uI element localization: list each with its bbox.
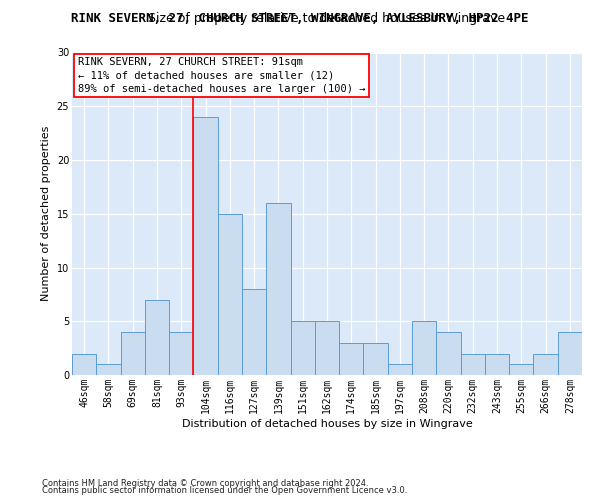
- Text: RINK SEVERN, 27 CHURCH STREET: 91sqm
← 11% of detached houses are smaller (12)
8: RINK SEVERN, 27 CHURCH STREET: 91sqm ← 1…: [78, 58, 365, 94]
- Bar: [388, 364, 412, 375]
- X-axis label: Distribution of detached houses by size in Wingrave: Distribution of detached houses by size …: [182, 418, 472, 428]
- Bar: [72, 354, 96, 375]
- Text: RINK SEVERN, 27, CHURCH STREET, WINGRAVE, AYLESBURY, HP22 4PE: RINK SEVERN, 27, CHURCH STREET, WINGRAVE…: [71, 12, 529, 26]
- Text: Contains public sector information licensed under the Open Government Licence v3: Contains public sector information licen…: [42, 486, 407, 495]
- Bar: [121, 332, 145, 375]
- Title: Size of property relative to detached houses in Wingrave: Size of property relative to detached ho…: [148, 12, 506, 25]
- Bar: [339, 343, 364, 375]
- Bar: [290, 322, 315, 375]
- Bar: [242, 289, 266, 375]
- Bar: [461, 354, 485, 375]
- Bar: [315, 322, 339, 375]
- Bar: [364, 343, 388, 375]
- Y-axis label: Number of detached properties: Number of detached properties: [41, 126, 51, 302]
- Text: Contains HM Land Registry data © Crown copyright and database right 2024.: Contains HM Land Registry data © Crown c…: [42, 478, 368, 488]
- Bar: [218, 214, 242, 375]
- Bar: [533, 354, 558, 375]
- Bar: [558, 332, 582, 375]
- Bar: [412, 322, 436, 375]
- Bar: [169, 332, 193, 375]
- Bar: [436, 332, 461, 375]
- Bar: [96, 364, 121, 375]
- Bar: [266, 203, 290, 375]
- Bar: [193, 117, 218, 375]
- Bar: [145, 300, 169, 375]
- Bar: [509, 364, 533, 375]
- Bar: [485, 354, 509, 375]
